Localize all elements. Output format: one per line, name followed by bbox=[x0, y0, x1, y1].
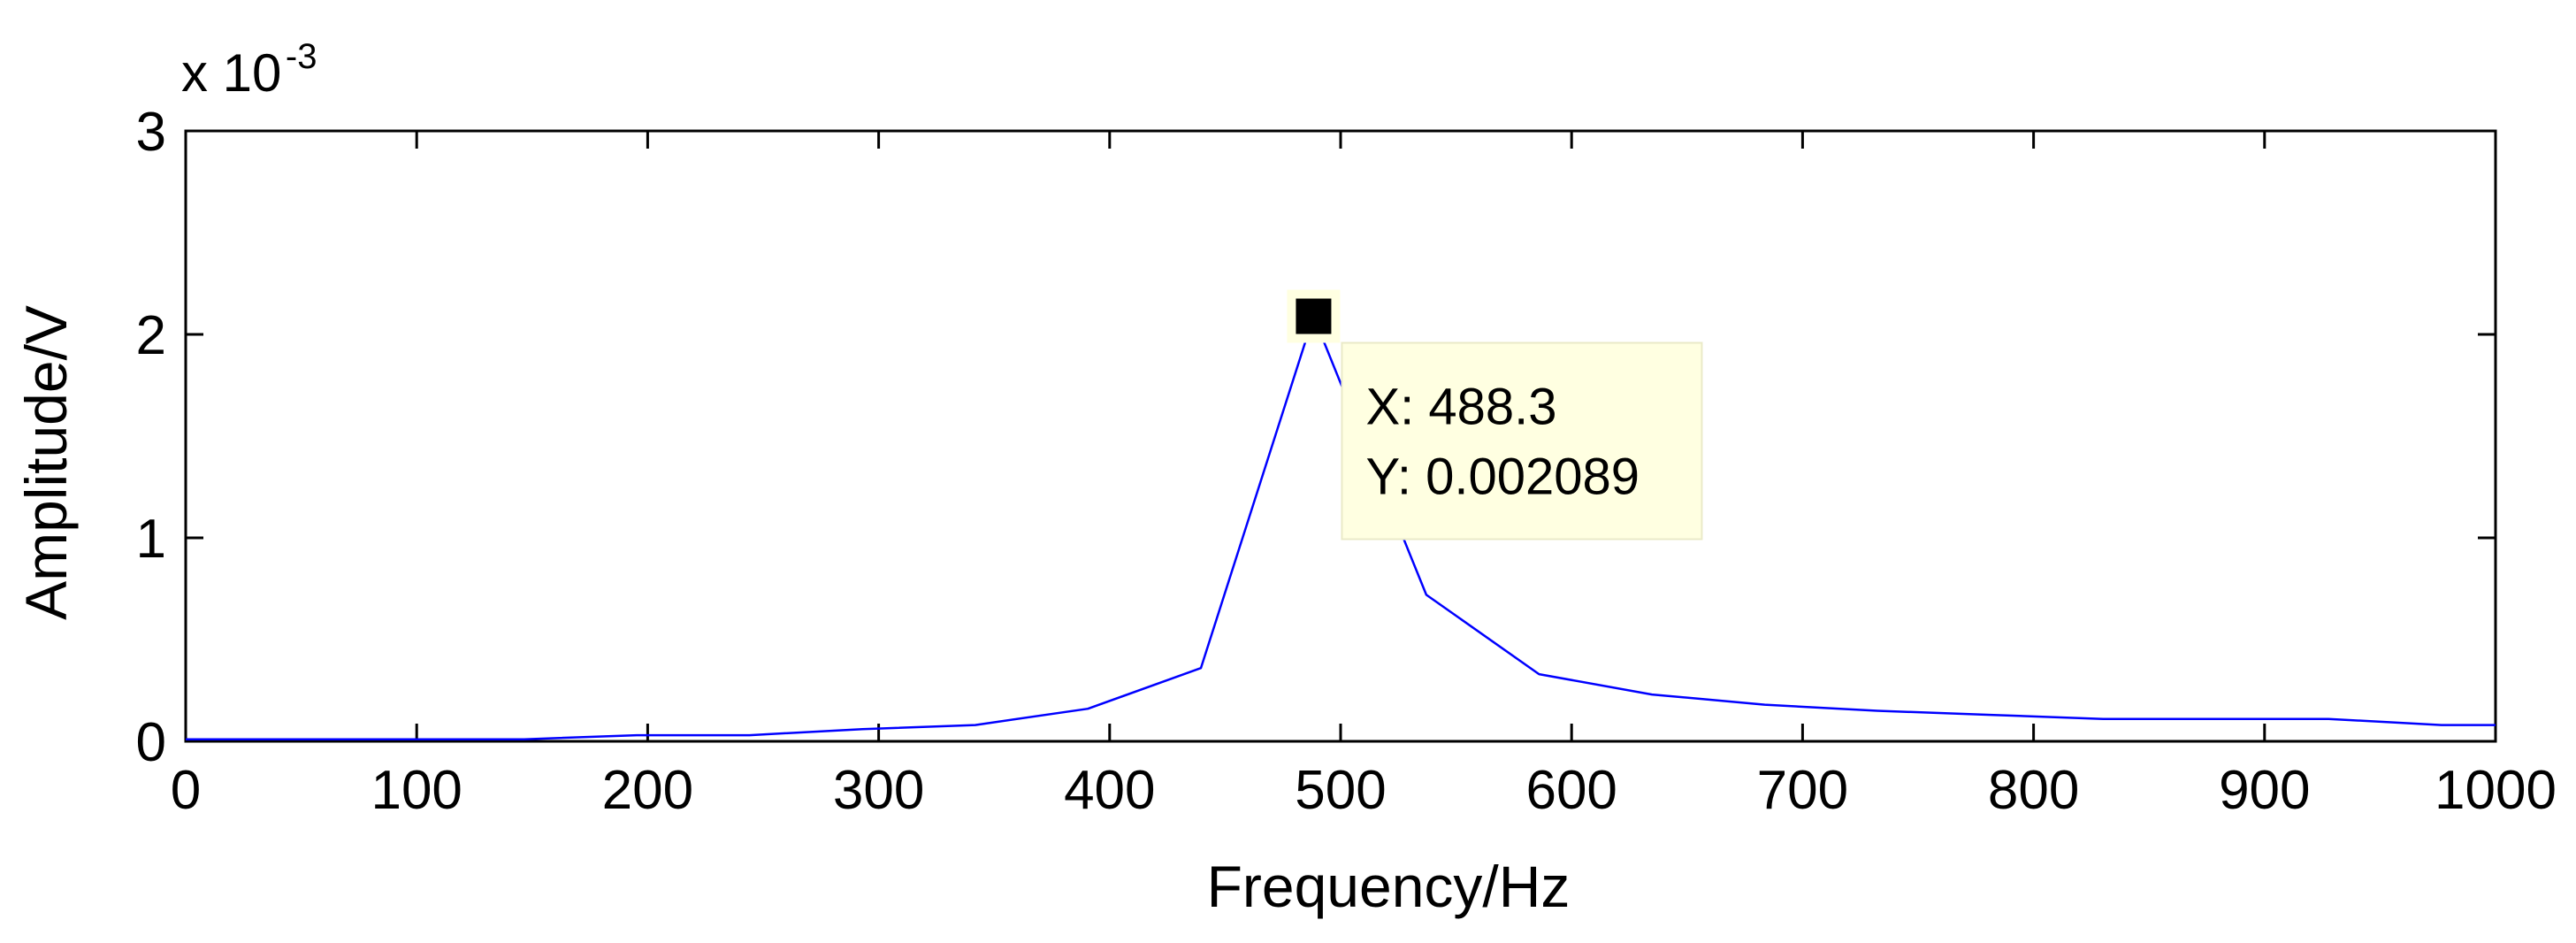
x-tick-label: 400 bbox=[1064, 760, 1155, 821]
x-axis-label: Frequency/Hz bbox=[1207, 854, 1571, 919]
x-tick-label: 600 bbox=[1525, 760, 1617, 821]
y-tick-label: 1 bbox=[136, 509, 166, 570]
x-tick-label: 700 bbox=[1757, 760, 1848, 821]
y-tick-label: 0 bbox=[136, 712, 166, 773]
datatip-x-text: X: 488.3 bbox=[1365, 379, 1556, 436]
datatip-y-text: Y: 0.002089 bbox=[1365, 448, 1640, 506]
x-tick-label: 100 bbox=[371, 760, 462, 821]
y-tick-label: 3 bbox=[136, 102, 166, 163]
x-tick-label: 900 bbox=[2219, 760, 2310, 821]
datatip-marker[interactable] bbox=[1296, 298, 1332, 334]
y-exponent-label: x 10 -3 bbox=[181, 37, 317, 103]
x-tick-label: 300 bbox=[833, 760, 924, 821]
y-exponent-base: x 10 bbox=[181, 43, 281, 103]
y-axis-label: Amplitude/V bbox=[13, 305, 79, 620]
axis-ticks: 0 100 200 300 400 500 600 700 800 900 1000 0 1 2 3 bbox=[136, 102, 2557, 821]
x-tick-label: 200 bbox=[602, 760, 693, 821]
y-exponent-power: -3 bbox=[286, 37, 317, 76]
x-tick-label: 0 bbox=[171, 760, 201, 821]
datatip-box bbox=[1341, 341, 1703, 540]
x-tick-label: 500 bbox=[1295, 760, 1386, 821]
x-tick-label: 800 bbox=[1988, 760, 2079, 821]
x-tick-label: 1000 bbox=[2435, 760, 2557, 821]
y-tick-label: 2 bbox=[136, 305, 166, 366]
datatip[interactable]: X: 488.3 Y: 0.002089 bbox=[1287, 289, 1703, 540]
plot-area bbox=[184, 129, 2497, 743]
